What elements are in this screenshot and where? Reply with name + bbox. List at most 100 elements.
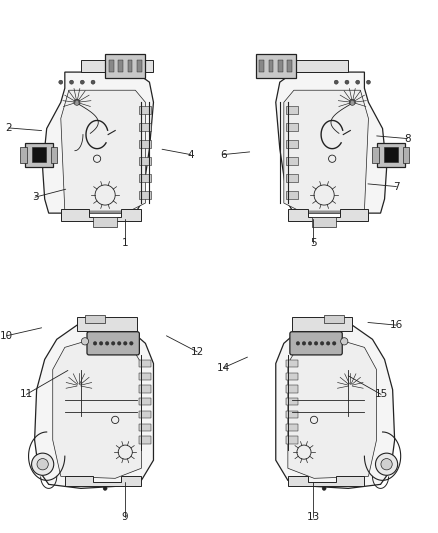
Circle shape [37,458,48,470]
Bar [139,140,152,148]
Bar [286,191,298,199]
Bar [286,140,298,148]
Bar [105,54,145,78]
Bar [51,147,57,163]
Bar [139,174,152,182]
Bar [139,373,152,380]
Circle shape [296,342,300,345]
Circle shape [356,80,360,84]
Bar [81,60,153,72]
Bar [139,107,152,115]
Circle shape [70,80,74,84]
Polygon shape [288,209,368,221]
Bar [324,315,344,323]
Polygon shape [42,72,153,213]
Bar [286,385,298,393]
Text: 14: 14 [217,363,230,373]
Circle shape [93,342,97,345]
Circle shape [308,342,312,345]
Bar [286,424,298,431]
Text: 11: 11 [20,390,33,399]
FancyBboxPatch shape [87,332,139,355]
Circle shape [91,80,95,84]
Bar [403,147,409,163]
Bar [77,317,138,331]
Bar [139,157,152,165]
Bar [127,60,132,72]
Polygon shape [288,477,364,487]
Circle shape [320,342,324,345]
Polygon shape [288,335,377,478]
Bar [286,411,298,418]
Text: 15: 15 [374,390,388,399]
Bar [276,60,348,72]
Bar [139,123,152,131]
Bar [286,373,298,380]
Circle shape [99,342,103,345]
Circle shape [81,338,88,345]
Bar [278,60,283,72]
Circle shape [326,342,330,345]
Circle shape [381,458,392,470]
Bar [25,143,53,167]
Text: 6: 6 [220,150,227,159]
Bar [287,60,292,72]
Polygon shape [53,335,141,478]
Bar [286,360,298,367]
Bar [286,123,298,131]
Text: 10: 10 [0,331,13,341]
Bar [32,147,46,163]
Polygon shape [35,323,153,488]
Circle shape [345,80,349,84]
Polygon shape [284,90,368,211]
Bar [286,174,298,182]
Polygon shape [61,90,145,211]
Circle shape [74,99,80,106]
Bar [139,360,152,367]
Bar [93,217,117,227]
Bar [286,398,298,406]
Bar [286,437,298,443]
Bar [139,385,152,393]
Bar [139,191,152,199]
Circle shape [334,80,338,84]
Circle shape [124,342,127,345]
Circle shape [350,99,355,106]
Polygon shape [61,209,141,221]
Circle shape [314,342,318,345]
Circle shape [332,342,336,345]
Circle shape [103,487,107,490]
Polygon shape [276,323,395,488]
Text: 16: 16 [390,320,403,330]
Bar [377,143,405,167]
Bar [139,437,152,443]
Text: 5: 5 [310,238,317,247]
Polygon shape [65,477,141,487]
FancyBboxPatch shape [290,332,342,355]
Circle shape [80,80,84,84]
Circle shape [367,80,371,84]
Bar [21,147,27,163]
Bar [256,54,296,78]
Bar [268,60,273,72]
Circle shape [130,342,133,345]
Polygon shape [276,72,387,213]
Circle shape [111,342,115,345]
Circle shape [322,487,326,490]
Bar [139,398,152,406]
Bar [139,424,152,431]
Bar [286,107,298,115]
Text: 2: 2 [5,123,12,133]
Text: 1: 1 [121,238,128,247]
Bar [259,60,264,72]
Bar [139,411,152,418]
Bar [384,147,398,163]
Text: 7: 7 [393,182,400,191]
Bar [109,60,113,72]
Bar [85,315,105,323]
Text: 3: 3 [32,192,39,202]
Bar [312,217,336,227]
Text: 12: 12 [191,347,204,357]
Text: 4: 4 [187,150,194,159]
Bar [292,317,352,331]
